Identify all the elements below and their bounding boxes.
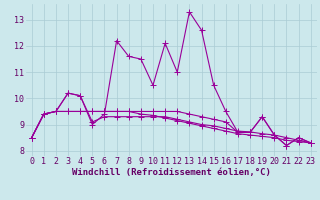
X-axis label: Windchill (Refroidissement éolien,°C): Windchill (Refroidissement éolien,°C): [72, 168, 271, 177]
